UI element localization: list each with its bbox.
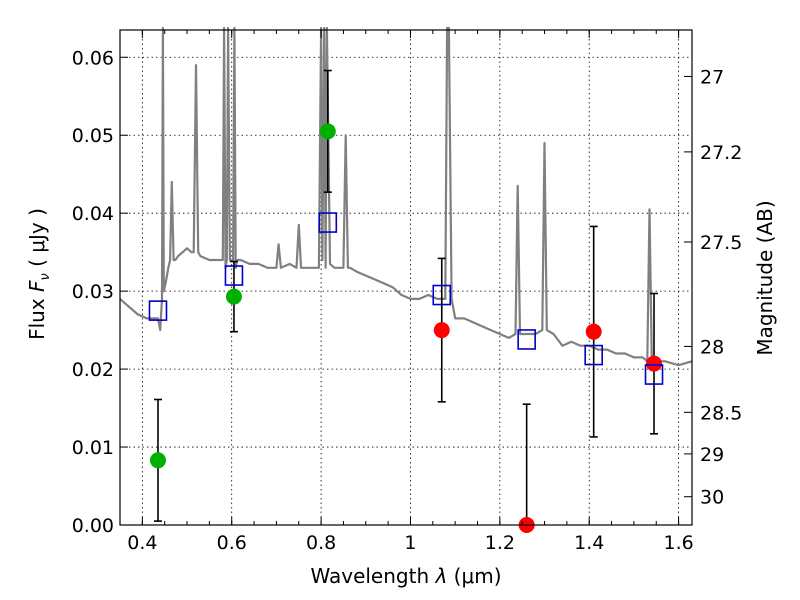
red-point — [646, 355, 663, 372]
model-square — [432, 284, 452, 306]
x-tick-label: 1.2 — [485, 532, 515, 554]
x-tick-label: 0.4 — [127, 532, 157, 554]
red-point — [585, 323, 602, 340]
magnitude-tick-label: 28 — [700, 336, 724, 358]
y-tick-label: 0.03 — [72, 281, 114, 303]
green-point — [149, 452, 166, 469]
model-square — [517, 329, 536, 350]
y-tick-label: 0.05 — [72, 125, 114, 147]
x-tick-label: 1.4 — [574, 532, 604, 554]
y-tick-label: 0.00 — [72, 515, 114, 537]
green-point — [319, 123, 336, 140]
x-tick-labels: 0.4 0.6 0.8 1 1.2 1.4 1.6 — [127, 532, 693, 554]
magnitude-tick-labels: 27 27.2 27.5 28 28.5 29 30 — [700, 66, 742, 508]
model-spectrum-line — [119, 26, 693, 367]
model-square — [644, 364, 664, 385]
green-point — [225, 288, 242, 305]
x-tick-label: 1 — [404, 532, 416, 554]
magnitude-tick-label: 28.5 — [700, 402, 742, 424]
x-tick-label: 0.6 — [217, 532, 247, 554]
y-tick-label: 0.01 — [72, 437, 114, 459]
model-square — [584, 344, 603, 366]
magnitude-tick-label: 30 — [700, 487, 724, 509]
grid-lines — [120, 30, 692, 526]
y-axis-right-label: Magnitude (AB) — [753, 200, 777, 355]
magnitude-tick-label: 27 — [700, 66, 724, 88]
y-axis-label: Flux Fν ( μJy ) — [25, 208, 53, 340]
red-point — [433, 322, 450, 339]
model-square — [148, 300, 168, 321]
y-tick-label: 0.02 — [72, 359, 114, 381]
magnitude-tick-label: 27.5 — [700, 232, 742, 254]
green-detection-points — [149, 123, 336, 469]
y-tick-label: 0.06 — [72, 47, 114, 69]
model-square — [224, 265, 244, 286]
model-bandpass-squares — [148, 212, 664, 385]
y-tick-labels: 0.00 0.01 0.02 0.03 0.04 0.05 0.06 — [72, 47, 114, 537]
magnitude-tick-label: 27.2 — [700, 142, 742, 164]
x-tick-label: 0.8 — [306, 532, 336, 554]
y-tick-label: 0.04 — [72, 203, 114, 225]
model-square — [318, 212, 338, 233]
x-tick-label: 1.6 — [663, 532, 693, 554]
plot-frame — [119, 29, 693, 526]
magnitude-tick-label: 29 — [700, 444, 724, 466]
x-axis-label: Wavelength λ (μm) — [310, 564, 501, 588]
axis-ticks — [119, 30, 692, 526]
